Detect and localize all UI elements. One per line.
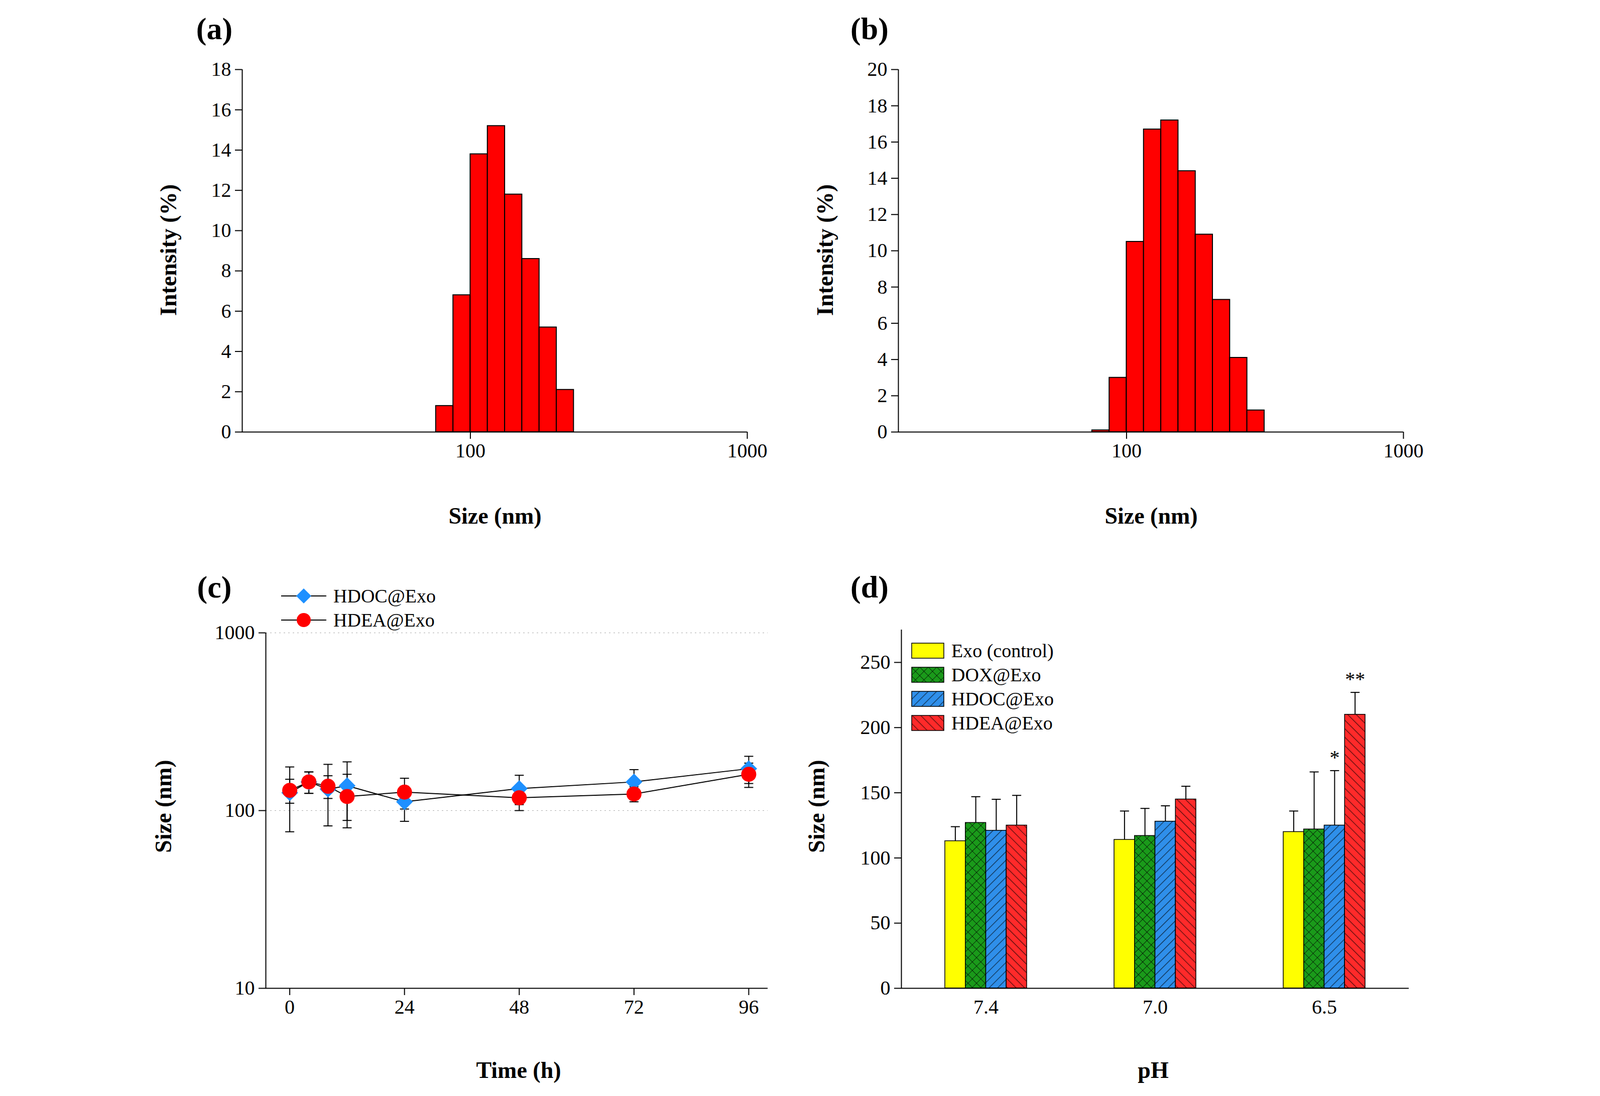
html-text:Size (nm): Size (nm) (1104, 502, 1198, 529)
html-text:(c): (c) (197, 569, 232, 604)
svg-text:6.5: 6.5 (1311, 995, 1337, 1019)
svg-text:48: 48 (509, 995, 530, 1019)
svg-text:10: 10 (211, 218, 232, 242)
html-text:Exo (control): Exo (control) (951, 640, 1054, 662)
svg-text:16: 16 (211, 98, 232, 121)
svg-text:7.4: 7.4 (973, 995, 999, 1019)
html-text:HDEA@Exo: HDEA@Exo (333, 609, 435, 631)
svg-text:50: 50 (870, 911, 891, 934)
html-text:(d): (d) (850, 569, 889, 604)
svg-text:0: 0 (221, 420, 232, 443)
html-text:HDEA@Exo: HDEA@Exo (951, 712, 1053, 734)
svg-text:8: 8 (221, 259, 232, 282)
svg-text:7.0: 7.0 (1142, 995, 1168, 1019)
svg-text:2: 2 (877, 384, 888, 407)
svg-text:10: 10 (234, 976, 256, 1000)
svg-text:18: 18 (867, 94, 888, 117)
svg-text:0: 0 (877, 420, 888, 443)
svg-text:4: 4 (877, 347, 888, 371)
html-text:pH: pH (1137, 1057, 1169, 1083)
svg-text:0: 0 (880, 976, 891, 1000)
svg-text:6: 6 (877, 311, 888, 335)
html-text:HDOC@Exo: HDOC@Exo (951, 688, 1054, 710)
svg-text:150: 150 (860, 781, 891, 804)
html-text:Size (nm): Size (nm) (150, 759, 176, 853)
svg-text:100: 100 (455, 439, 486, 462)
svg-text:96: 96 (738, 995, 759, 1019)
svg-text:18: 18 (211, 57, 232, 81)
html-text:DOX@Exo: DOX@Exo (951, 664, 1041, 686)
svg-text:100: 100 (1111, 439, 1142, 462)
svg-text:*: * (1329, 746, 1340, 769)
svg-text:24: 24 (394, 995, 415, 1019)
svg-text:12: 12 (867, 202, 888, 226)
html-text:(a): (a) (196, 11, 233, 46)
html-text:Size (nm): Size (nm) (448, 502, 542, 529)
svg-text:20: 20 (867, 57, 888, 81)
svg-text:200: 200 (860, 715, 891, 739)
svg-text:72: 72 (624, 995, 645, 1019)
svg-text:1000: 1000 (214, 621, 256, 644)
svg-text:8: 8 (877, 275, 888, 299)
html-text:Time (h): Time (h) (476, 1057, 562, 1083)
svg-text:12: 12 (211, 178, 232, 202)
html-text:(b): (b) (850, 11, 889, 46)
svg-text:16: 16 (867, 130, 888, 154)
svg-text:14: 14 (211, 138, 232, 162)
html-text:Intensity (%): Intensity (%) (812, 184, 838, 316)
svg-text:6: 6 (221, 299, 232, 323)
svg-text:2: 2 (221, 380, 232, 403)
html-text:Intensity (%): Intensity (%) (155, 184, 181, 316)
html-text:HDOC@Exo: HDOC@Exo (333, 585, 436, 607)
svg-text:100: 100 (224, 798, 256, 822)
svg-text:1000: 1000 (1383, 439, 1424, 462)
svg-text:10: 10 (867, 238, 888, 262)
svg-text:14: 14 (867, 166, 888, 190)
svg-text:1000: 1000 (727, 439, 768, 462)
svg-text:100: 100 (860, 846, 891, 870)
svg-text:4: 4 (221, 339, 232, 363)
svg-text:250: 250 (860, 650, 891, 674)
svg-text:**: ** (1344, 667, 1366, 691)
svg-text:0: 0 (284, 995, 295, 1019)
html-text:Size (nm): Size (nm) (803, 759, 830, 853)
